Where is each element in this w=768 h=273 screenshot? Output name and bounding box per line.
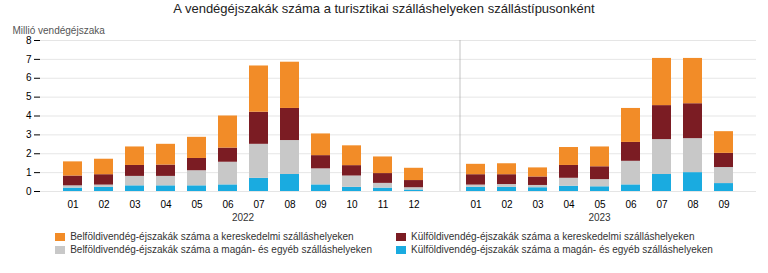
- svg-text:06: 06: [625, 199, 637, 210]
- svg-text:2023: 2023: [588, 212, 611, 223]
- svg-text:03: 03: [129, 199, 141, 210]
- svg-text:02: 02: [501, 199, 513, 210]
- svg-text:12: 12: [408, 199, 420, 210]
- svg-text:0: 0: [26, 186, 32, 197]
- svg-text:08: 08: [284, 199, 296, 210]
- svg-text:05: 05: [191, 199, 203, 210]
- svg-text:09: 09: [315, 199, 327, 210]
- svg-text:4: 4: [26, 110, 32, 121]
- svg-text:07: 07: [656, 199, 668, 210]
- svg-text:07: 07: [253, 199, 265, 210]
- svg-text:8: 8: [26, 35, 32, 46]
- svg-text:2: 2: [26, 148, 32, 159]
- html-text:Belföldivendég-éjszakák száma: Belföldivendég-éjszakák száma a magán- é…: [70, 244, 372, 255]
- svg-text:2022: 2022: [232, 212, 255, 223]
- svg-text:1: 1: [26, 167, 32, 178]
- svg-text:01: 01: [470, 199, 482, 210]
- svg-text:Millió vendégéjszaka: Millió vendégéjszaka: [13, 25, 106, 36]
- svg-text:08: 08: [687, 199, 699, 210]
- svg-text:03: 03: [532, 199, 544, 210]
- svg-text:01: 01: [67, 199, 79, 210]
- svg-text:7: 7: [26, 54, 32, 65]
- svg-text:10: 10: [346, 199, 358, 210]
- html-text:A vendégéjszakák száma a turis: A vendégéjszakák száma a turisztikai szá…: [173, 1, 595, 16]
- svg-text:04: 04: [160, 199, 172, 210]
- svg-text:02: 02: [98, 199, 110, 210]
- html-text:Belföldivendég-éjszakák száma: Belföldivendég-éjszakák száma a keresked…: [70, 231, 354, 242]
- html-text:Külföldivendég-éjszakák száma: Külföldivendég-éjszakák száma a magán- é…: [411, 244, 713, 255]
- svg-text:09: 09: [718, 199, 730, 210]
- svg-text:05: 05: [594, 199, 606, 210]
- svg-text:5: 5: [26, 91, 32, 102]
- svg-text:11: 11: [378, 199, 389, 210]
- svg-text:06: 06: [222, 199, 234, 210]
- html-text:Külföldivendég-éjszakák száma: Külföldivendég-éjszakák száma a keresked…: [411, 231, 695, 242]
- svg-text:04: 04: [563, 199, 575, 210]
- svg-text:3: 3: [26, 129, 32, 140]
- svg-text:6: 6: [26, 72, 32, 83]
